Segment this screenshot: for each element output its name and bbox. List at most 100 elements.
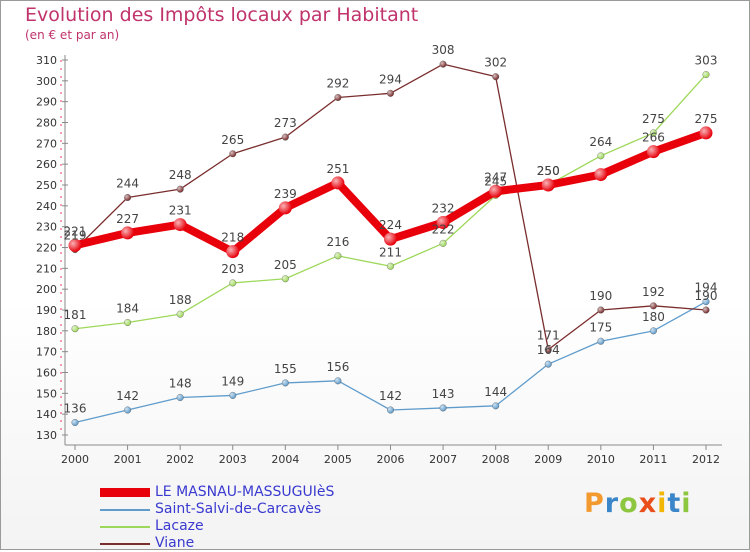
y-tick-label: 140 — [36, 408, 57, 421]
series-0-point-highlight — [384, 232, 397, 246]
series-3-point-highlight — [334, 94, 342, 101]
series-0-data-label: 218 — [221, 231, 244, 245]
legend-swatch — [100, 488, 150, 497]
series-3-point-highlight — [387, 90, 394, 97]
y-tick-label: 170 — [36, 346, 57, 359]
series-0-data-label: 251 — [326, 162, 349, 176]
x-tick-label: 2003 — [219, 453, 247, 466]
series-3-data-label: 192 — [642, 285, 665, 299]
x-tick-label: 2000 — [61, 453, 89, 466]
series-0-data-label: 250 — [537, 164, 560, 178]
y-tick-label: 150 — [36, 387, 57, 400]
series-2-point-highlight — [597, 152, 605, 160]
y-tick-label: 310 — [36, 54, 57, 67]
legend-label: LE MASNAU-MASSUGUIèS — [155, 484, 335, 500]
series-2-data-label: 184 — [116, 302, 139, 316]
series-1-data-label: 148 — [169, 377, 192, 391]
series-1-data-label: 164 — [537, 343, 560, 357]
series-0-data-label: 227 — [116, 212, 139, 226]
series-0-point-highlight — [594, 168, 608, 182]
series-1-data-label: 136 — [64, 402, 87, 416]
x-tick-label: 2006 — [377, 453, 405, 466]
series-3-data-label: 190 — [589, 289, 612, 303]
x-tick-label: 2002 — [166, 453, 194, 466]
series-3-point-highlight — [282, 133, 289, 141]
series-1-point-highlight — [439, 404, 447, 412]
series-1-point-highlight — [387, 406, 394, 414]
y-tick-label: 200 — [36, 283, 57, 296]
series-0-data-label: 266 — [642, 131, 665, 145]
legend-swatch — [100, 543, 150, 545]
series-0-point-highlight — [646, 145, 660, 159]
series-2-point-highlight — [702, 71, 710, 78]
series-1-point-highlight — [124, 406, 131, 414]
series-2-data-label: 188 — [169, 293, 192, 307]
series-2-point-highlight — [229, 279, 237, 287]
series-2-data-label: 275 — [642, 112, 665, 126]
series-2-data-label: 203 — [221, 262, 244, 276]
series-3-data-label: 265 — [221, 133, 244, 147]
series-2-point-highlight — [124, 319, 131, 326]
series-3-data-label: 244 — [116, 177, 139, 191]
series-1-data-label: 180 — [642, 310, 665, 324]
x-tick-label: 2007 — [429, 453, 457, 466]
y-tick-label: 180 — [36, 325, 57, 338]
series-0-data-label: 224 — [379, 218, 402, 232]
series-3-data-label: 190 — [695, 289, 718, 303]
series-2-point-highlight — [176, 310, 184, 318]
series-1-data-label: 156 — [326, 360, 349, 374]
series-3-point-highlight — [229, 150, 237, 158]
series-0-data-label: 275 — [695, 112, 718, 126]
series-1-point-highlight — [597, 337, 605, 345]
series-0-point-highlight — [331, 176, 345, 190]
series-3-point-highlight — [702, 306, 710, 314]
x-tick-label: 2001 — [114, 453, 142, 466]
series-0-point-highlight — [699, 126, 713, 140]
series-1-data-label: 144 — [484, 385, 507, 399]
x-tick-label: 2011 — [639, 453, 667, 466]
series-3-point-highlight — [597, 306, 605, 314]
series-2-data-label: 222 — [432, 222, 455, 236]
series-0-point-highlight — [173, 218, 187, 232]
series-3-data-label: 219 — [64, 229, 87, 243]
series-2-point-highlight — [650, 129, 657, 137]
series-2-data-label: 245 — [484, 174, 507, 188]
x-tick-label: 2010 — [587, 453, 615, 466]
series-3-data-label: 171 — [537, 329, 560, 343]
series-2-point-highlight — [71, 325, 79, 333]
series-3-point-highlight — [650, 302, 657, 310]
legend-label: Lacaze — [155, 518, 204, 534]
series-2-data-label: 216 — [326, 235, 349, 249]
series-1-point-highlight — [334, 377, 342, 385]
legend-label: Saint-Salvi-de-Carcavès — [155, 501, 322, 517]
series-0-point-highlight — [541, 178, 555, 192]
y-tick-label: 240 — [36, 200, 57, 213]
series-1-point-highlight — [176, 394, 184, 401]
series-1-data-label: 149 — [221, 374, 244, 388]
series-0-point-highlight — [278, 201, 292, 215]
series-3-point-highlight — [176, 185, 184, 193]
y-tick-label: 160 — [36, 367, 57, 380]
series-1-point-highlight — [544, 360, 552, 368]
series-3-data-label: 273 — [274, 116, 297, 130]
x-tick-label: 2012 — [692, 453, 720, 466]
series-2-point-highlight — [334, 252, 342, 260]
series-1-data-label: 142 — [116, 389, 139, 403]
y-tick-label: 250 — [36, 179, 57, 192]
y-tick-label: 210 — [36, 262, 57, 275]
series-1-data-label: 175 — [589, 320, 612, 334]
series-2-point-highlight — [439, 240, 447, 247]
series-3-point-highlight — [544, 346, 552, 353]
y-tick-label: 270 — [36, 137, 57, 150]
y-tick-label: 280 — [36, 117, 57, 130]
series-1-point-highlight — [71, 419, 79, 426]
series-1-point-highlight — [229, 392, 237, 399]
chart-title: Evolution des Impôts locaux par Habitant — [25, 4, 419, 26]
series-2-data-label: 250 — [537, 164, 560, 178]
y-tick-label: 230 — [36, 221, 57, 234]
series-3-point-highlight — [124, 194, 131, 201]
series-3-point-highlight — [439, 60, 447, 68]
series-2-data-label: 211 — [379, 245, 402, 259]
